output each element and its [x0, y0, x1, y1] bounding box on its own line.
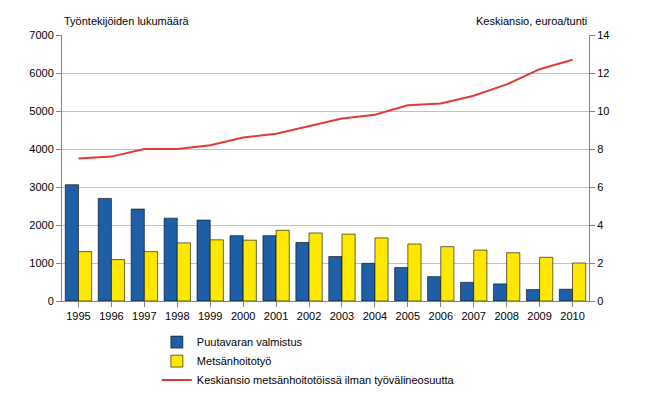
svg-text:2000: 2000 [231, 310, 255, 322]
svg-text:2005: 2005 [396, 310, 420, 322]
svg-text:2002: 2002 [297, 310, 321, 322]
svg-text:2003: 2003 [330, 310, 354, 322]
svg-text:8: 8 [597, 143, 603, 155]
svg-text:10: 10 [597, 105, 609, 117]
svg-text:0: 0 [597, 295, 603, 307]
svg-text:2: 2 [597, 257, 603, 269]
svg-text:1000: 1000 [29, 257, 53, 269]
svg-text:2010: 2010 [560, 310, 584, 322]
svg-text:14: 14 [597, 29, 609, 41]
svg-text:1997: 1997 [132, 310, 156, 322]
svg-text:4: 4 [597, 219, 603, 231]
svg-text:2004: 2004 [363, 310, 387, 322]
svg-text:0: 0 [48, 295, 54, 307]
svg-text:5000: 5000 [29, 105, 53, 117]
svg-text:2000: 2000 [29, 219, 53, 231]
svg-text:Metsänhoitotyö: Metsänhoitotyö [197, 355, 272, 367]
svg-text:7000: 7000 [29, 29, 53, 41]
svg-text:Keskiansio metsänhoitotöissä i: Keskiansio metsänhoitotöissä ilman työvä… [197, 374, 455, 386]
svg-text:2007: 2007 [461, 310, 485, 322]
svg-text:1998: 1998 [165, 310, 189, 322]
svg-text:4000: 4000 [29, 143, 53, 155]
svg-text:2009: 2009 [527, 310, 551, 322]
svg-text:6000: 6000 [29, 67, 53, 79]
svg-text:Keskiansio, euroa/tunti: Keskiansio, euroa/tunti [476, 15, 587, 27]
svg-text:12: 12 [597, 67, 609, 79]
svg-text:3000: 3000 [29, 181, 53, 193]
svg-text:1999: 1999 [198, 310, 222, 322]
svg-text:Työntekijöiden lukumäärä: Työntekijöiden lukumäärä [64, 15, 190, 27]
svg-text:6: 6 [597, 181, 603, 193]
svg-text:2006: 2006 [429, 310, 453, 322]
svg-text:1996: 1996 [99, 310, 123, 322]
svg-text:2008: 2008 [494, 310, 518, 322]
svg-text:1995: 1995 [66, 310, 90, 322]
svg-text:Puutavaran valmistus: Puutavaran valmistus [197, 336, 303, 348]
svg-text:2001: 2001 [264, 310, 288, 322]
